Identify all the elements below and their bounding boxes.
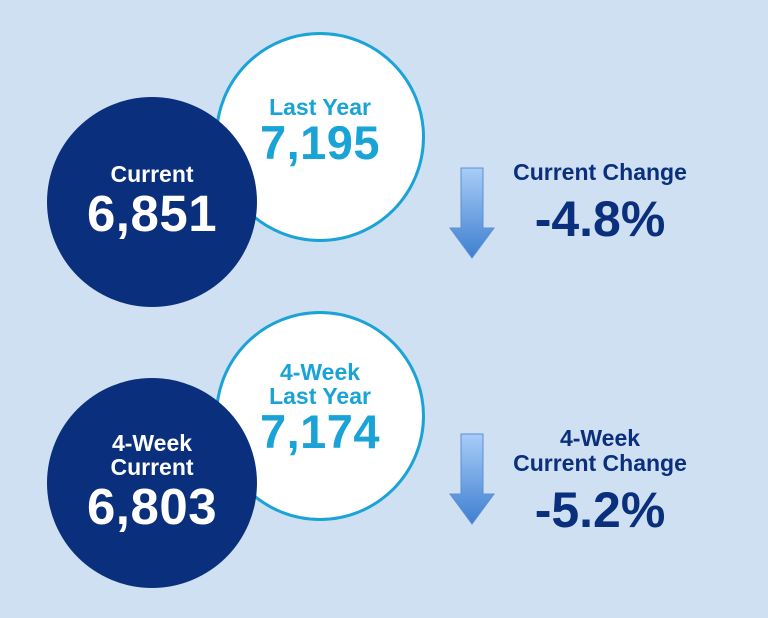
down-arrow-icon xyxy=(449,167,495,259)
four-week-last-year-label-2: Last Year xyxy=(269,383,371,409)
four-week-change-value: -5.2% xyxy=(534,482,666,538)
four-week-last-year-label-1: 4-Week xyxy=(279,359,361,385)
down-arrow-icon xyxy=(449,433,495,525)
four-week-current-label-1: 4-Week xyxy=(111,430,193,456)
current-change-value: -4.8% xyxy=(534,191,666,247)
four-week-current-label-2: Current xyxy=(110,454,194,480)
four-week-current-value: 6,803 xyxy=(86,478,218,535)
current-label: Current xyxy=(110,161,194,187)
four-week-change-label-2: Current Change xyxy=(513,450,687,476)
last-year-label: Last Year xyxy=(269,94,371,120)
four-week-last-year-value: 7,174 xyxy=(259,405,381,458)
four-week-current-circle: 4-Week Current 6,803 xyxy=(47,378,257,588)
current-circle: Current 6,851 xyxy=(47,97,257,307)
last-year-value: 7,195 xyxy=(259,116,381,169)
four-week-change-label-1: 4-Week xyxy=(559,425,641,451)
current-value: 6,851 xyxy=(86,185,218,242)
current-change: Current Change -4.8% xyxy=(485,159,715,248)
current-change-label: Current Change xyxy=(513,159,687,185)
four-week-current-change: 4-Week Current Change -5.2% xyxy=(485,425,715,539)
